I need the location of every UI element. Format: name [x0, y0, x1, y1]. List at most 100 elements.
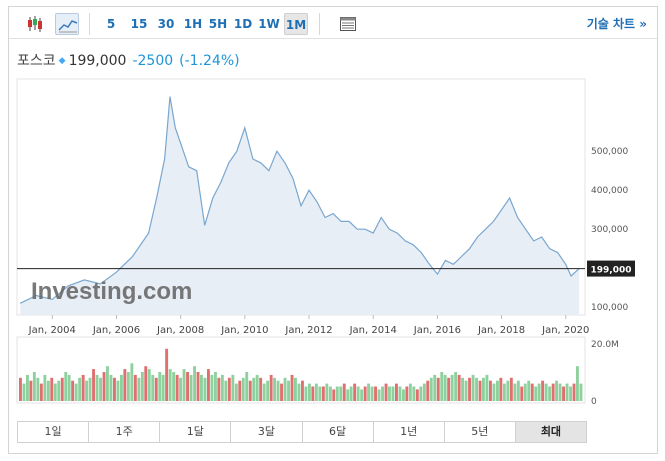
- volume-bar: [273, 377, 276, 401]
- watermark-text: Investing.com: [31, 278, 192, 305]
- interval-1h[interactable]: 1H: [183, 17, 203, 31]
- x-tick-label: Jan, 2016: [413, 325, 461, 336]
- price-change-percent: (-1.24%): [179, 53, 240, 69]
- volume-bar: [186, 372, 189, 401]
- volume-bar: [22, 383, 26, 401]
- volume-bar: [57, 380, 61, 401]
- range-1m[interactable]: 1달: [160, 422, 232, 442]
- volume-bar: [391, 386, 395, 401]
- volume-bar: [140, 372, 144, 401]
- price-chart[interactable]: Investing.com 199,000 500,000 400,000 300,…: [9, 73, 657, 413]
- range-3m[interactable]: 3달: [231, 422, 303, 442]
- volume-bar: [106, 366, 109, 401]
- volume-max-label: 20.0M: [591, 340, 619, 350]
- volume-bar: [440, 372, 444, 401]
- volume-bar: [269, 374, 273, 401]
- volume-bar: [99, 377, 102, 401]
- interval-1m[interactable]: 1M: [284, 13, 308, 35]
- candlestick-icon[interactable]: [23, 13, 47, 35]
- volume-bar: [405, 386, 409, 401]
- range-1y[interactable]: 1년: [373, 422, 445, 442]
- volume-bar: [541, 380, 545, 401]
- x-tick-label: Jan, 2006: [92, 325, 140, 336]
- volume-bar: [133, 374, 137, 401]
- volume-bar: [158, 372, 162, 401]
- volume-bar: [398, 386, 402, 401]
- chart-toolbar: 5 15 30 1H 5H 1D 1W 1M 기술 차트 »: [9, 7, 657, 39]
- volume-bar: [43, 374, 47, 401]
- range-1d[interactable]: 1일: [18, 422, 90, 442]
- volume-bar: [342, 383, 346, 401]
- volume-bar: [92, 369, 95, 401]
- volume-bar: [360, 389, 364, 401]
- realtime-diamond-icon: ◆: [58, 56, 66, 66]
- volume-bar: [454, 372, 458, 401]
- volume-bar: [349, 386, 353, 401]
- volume-bar: [276, 380, 280, 401]
- time-range-tabs: 1일 1주 1달 3달 6달 1년 5년 최대: [17, 421, 587, 443]
- volume-bar: [443, 374, 447, 401]
- volume-bar: [189, 374, 193, 401]
- volume-bar: [384, 383, 388, 401]
- interval-15[interactable]: 15: [130, 17, 148, 31]
- volume-bar: [71, 380, 75, 401]
- interval-1d[interactable]: 1D: [233, 17, 253, 31]
- volume-bar: [555, 380, 558, 401]
- chart-widget: 5 15 30 1H 5H 1D 1W 1M 기술 차트 » 포스코 ◆ 199,0…: [8, 6, 658, 454]
- advanced-chart-link[interactable]: 기술 차트 »: [586, 17, 647, 31]
- volume-bar: [311, 386, 315, 401]
- y-tick-label: 400,000: [591, 186, 628, 196]
- x-tick-label: Jan, 2012: [284, 325, 332, 336]
- interval-30[interactable]: 30: [157, 17, 175, 31]
- interval-5h[interactable]: 5H: [208, 17, 228, 31]
- range-1w[interactable]: 1주: [89, 422, 161, 442]
- volume-bar: [26, 374, 29, 401]
- volume-bar: [50, 377, 54, 401]
- volume-bar: [335, 386, 339, 401]
- volume-bar: [457, 374, 461, 401]
- volume-bar: [562, 386, 565, 401]
- volume-bar: [485, 374, 489, 401]
- volume-bar: [259, 377, 263, 401]
- interval-1w[interactable]: 1W: [258, 17, 280, 31]
- volume-bar: [548, 386, 552, 401]
- volume-bar: [203, 377, 207, 401]
- volume-bar: [558, 383, 562, 401]
- range-5y[interactable]: 5년: [444, 422, 516, 442]
- last-price-line: 199,000: [17, 260, 635, 277]
- price-change: -2500: [132, 53, 174, 69]
- volume-bar: [551, 383, 555, 401]
- volume-bar: [74, 383, 78, 401]
- volume-bar: [113, 377, 116, 401]
- volume-bar: [332, 389, 336, 401]
- volume-bar: [367, 383, 370, 401]
- volume-bar: [572, 383, 576, 401]
- y-tick-label: 100,000: [591, 303, 628, 313]
- volume-bar: [266, 380, 270, 401]
- volume-bar: [363, 386, 367, 401]
- interval-5[interactable]: 5: [106, 17, 116, 31]
- volume-bar: [304, 386, 308, 401]
- price-area-fill: [20, 96, 580, 315]
- volume-bar: [436, 377, 440, 401]
- volume-bar: [544, 383, 548, 401]
- volume-bar: [287, 380, 290, 401]
- volume-bar: [165, 348, 169, 401]
- volume-bar: [85, 380, 88, 401]
- area-chart-icon[interactable]: [55, 13, 79, 35]
- table-icon[interactable]: [336, 13, 360, 35]
- volume-bar: [370, 386, 374, 401]
- volume-bar: [381, 386, 384, 401]
- price-y-axis: 500,000 400,000 300,000 100,000: [591, 147, 628, 313]
- volume-bar: [565, 383, 569, 401]
- volume-bar: [513, 383, 517, 401]
- range-max[interactable]: 최대: [515, 422, 586, 442]
- volume-bar: [377, 389, 381, 401]
- volume-bar: [248, 380, 252, 401]
- volume-bar: [321, 386, 325, 401]
- volume-y-axis: 20.0M 0: [591, 340, 619, 407]
- volume-bar: [196, 372, 200, 401]
- volume-bar: [579, 383, 583, 401]
- range-6m[interactable]: 6달: [302, 422, 374, 442]
- volume-bar: [88, 377, 92, 401]
